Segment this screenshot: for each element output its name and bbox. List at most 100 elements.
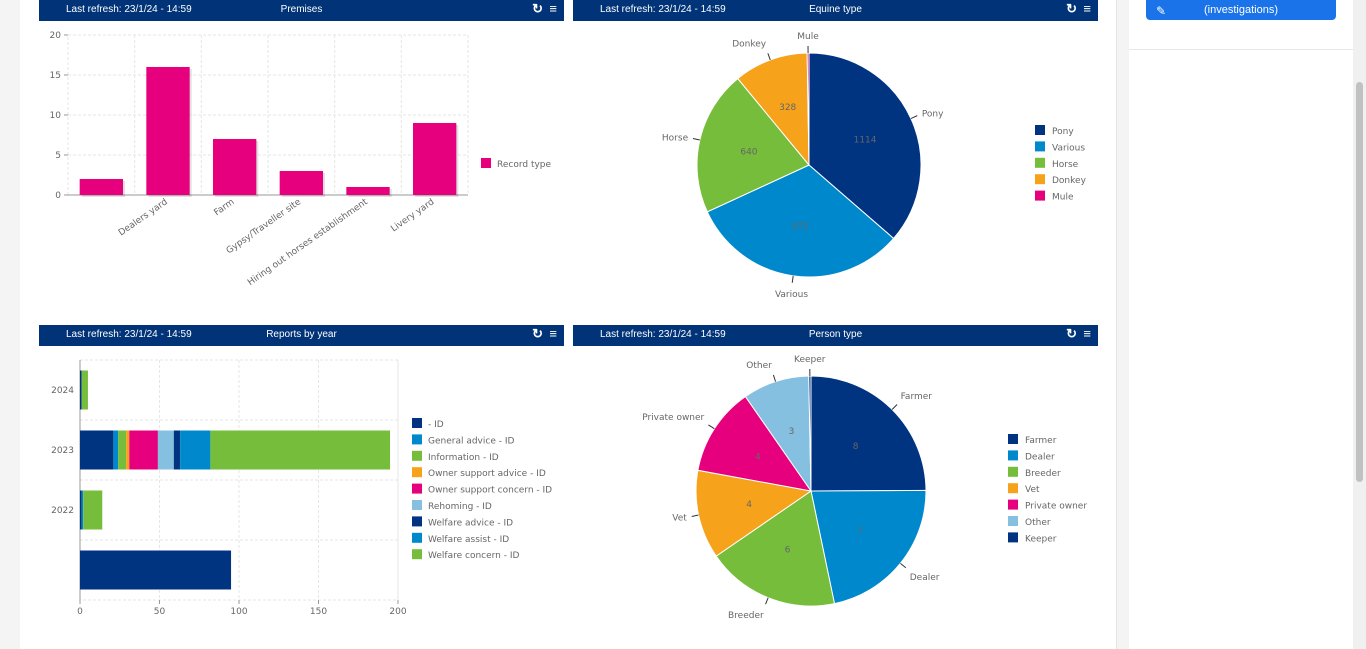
y-tick-label: 5 (55, 151, 61, 161)
pie-category-label: Other (746, 361, 772, 371)
bar-welfare-concern-id-2023 (210, 430, 391, 470)
reload-icon[interactable]: ↻ (1066, 1, 1077, 16)
side-divider (1129, 49, 1353, 50)
legend-label-welfare-assist-id: Welfare assist - ID (428, 535, 509, 545)
equine-type-header: Last refresh: 23/1/24 - 14:59 Equine typ… (573, 0, 1098, 21)
bar-dealers-yard (146, 67, 190, 195)
dashboard-main (20, 0, 1117, 649)
legend-label-owner-support-concern-id: Owner support concern - ID (428, 486, 552, 496)
pie-leader-line (900, 562, 907, 569)
person-type-header: Last refresh: 23/1/24 - 14:59 Person typ… (573, 325, 1098, 346)
bar-welfare-concern-id-2024 (81, 370, 88, 410)
legend-swatch-owner-support-concern-id (412, 483, 422, 494)
reload-icon[interactable]: ↻ (532, 1, 543, 16)
legend-label-dealer: Dealer (1025, 452, 1055, 462)
legend-label-pony: Pony (1052, 127, 1074, 137)
reports-by-year-bar-chart: 0 50 100 150 200 2024 2023 2022 - ID General adv… (51, 359, 552, 617)
pie-leader-line (692, 137, 700, 141)
legend-label-information-id: Information - ID (428, 453, 499, 463)
pie-category-label: Various (775, 290, 808, 300)
x-tick-label: Dealers yard (117, 197, 170, 238)
bar-owner-support-advice-id-2023 (126, 430, 130, 470)
investigations-button-label: (investigations) (1204, 4, 1278, 16)
legend-label-general-advice-id: General advice - ID (428, 436, 514, 446)
pie-data-label: 7 (857, 527, 863, 537)
bar-id-2024 (80, 370, 82, 410)
bar-welfare-advice-id-2023 (173, 430, 181, 470)
bar-id-2023 (80, 430, 114, 470)
pie-leader-line (765, 597, 769, 605)
premises-header: Last refresh: 23/1/24 - 14:59 Premises ↻… (39, 0, 564, 21)
legend-swatch-vet (1008, 483, 1018, 494)
legend-label-id: - ID (428, 420, 444, 430)
pie-category-label: Dealer (910, 573, 940, 583)
pie-category-label: Vet (672, 514, 687, 524)
pie-slice-vet (695, 469, 813, 557)
y-tick-label: 10 (50, 111, 62, 121)
pie-category-label: Donkey (732, 40, 767, 50)
bar-hiring-out-horses-establishment (346, 187, 390, 195)
equine-refresh-text: Last refresh: 23/1/24 - 14:59 (600, 4, 726, 15)
scrollbar-thumb[interactable] (1356, 82, 1363, 482)
x-tick-label: Livery yard (389, 197, 436, 234)
pie-slice-farmer (810, 375, 927, 492)
legend-label-private-owner: Private owner (1025, 502, 1087, 512)
legend-swatch-general-advice-id (412, 434, 422, 445)
pie-data-label: 8 (853, 442, 859, 452)
pie-leader-line (691, 514, 699, 517)
pie-leader-line (791, 275, 794, 283)
x-tick-label: 100 (230, 607, 247, 617)
bar-owner-support-concern-id-2023 (129, 430, 158, 470)
legend-label-welfare-concern-id: Welfare concern - ID (428, 551, 520, 561)
legend-label-owner-support-advice-id: Owner support advice - ID (428, 469, 546, 479)
y-tick-label: 2024 (51, 386, 74, 396)
bar-welfare-assist-id-2023 (180, 430, 211, 470)
legend-swatch-record-type (481, 158, 491, 168)
y-tick-label: 15 (50, 71, 61, 81)
legend-swatch-mule (1035, 190, 1045, 201)
bar-id-blank (80, 550, 232, 590)
x-tick-label: 150 (310, 607, 327, 617)
y-tick-label: 20 (50, 31, 62, 41)
investigations-button[interactable]: ✎ (investigations) (1146, 0, 1336, 20)
pie-category-label: Breeder (728, 611, 764, 621)
legend-swatch-donkey (1035, 174, 1045, 185)
y-tick-label: 0 (55, 191, 61, 201)
side-panel: ✎ (investigations) (1129, 0, 1353, 649)
bar-id-2022 (80, 490, 82, 530)
reload-icon[interactable]: ↻ (1066, 326, 1077, 341)
legend-label-keeper: Keeper (1025, 534, 1057, 544)
legend-label-mule: Mule (1052, 193, 1074, 203)
reload-icon[interactable]: ↻ (532, 326, 543, 341)
menu-icon[interactable]: ≡ (549, 326, 557, 341)
person-type-pie-chart: 8 Farmer 7 Dealer 6 Breeder 4 Vet 4 Private owner… (642, 355, 1087, 621)
pie-category-label: Private owner (642, 413, 704, 423)
legend-label-rehoming-id: Rehoming - ID (428, 502, 492, 512)
x-tick-label: Farm (212, 197, 236, 218)
pie-data-label: 1114 (854, 135, 877, 145)
legend-swatch-id (412, 418, 422, 428)
pie-leader-line (708, 424, 715, 430)
pie-slice-various (706, 164, 895, 278)
menu-icon[interactable]: ≡ (1083, 1, 1091, 16)
x-tick-label: 50 (154, 607, 166, 617)
page-scrollbar[interactable] (1353, 0, 1366, 649)
pie-category-label: Keeper (794, 355, 826, 365)
pie-leader-line (772, 374, 777, 382)
legend-swatch-welfare-assist-id (412, 532, 422, 543)
legend-label-breeder: Breeder (1025, 469, 1061, 479)
reports-refresh-text: Last refresh: 23/1/24 - 14:59 (66, 329, 192, 340)
menu-icon[interactable]: ≡ (549, 1, 557, 16)
x-tick-label: 0 (77, 607, 83, 617)
legend-label-various: Various (1052, 143, 1085, 153)
legend-swatch-various (1035, 141, 1045, 152)
bar-gypsy-traveller-site (279, 171, 323, 195)
menu-icon[interactable]: ≡ (1083, 326, 1091, 341)
pie-slice-horse (696, 77, 810, 213)
legend-label-record-type: Record type (497, 160, 552, 170)
legend-swatch-other (1008, 516, 1018, 526)
legend-swatch-welfare-concern-id (412, 549, 422, 560)
legend-label-farmer: Farmer (1025, 436, 1057, 446)
bar-welfare-concern-id-2022 (83, 490, 103, 530)
